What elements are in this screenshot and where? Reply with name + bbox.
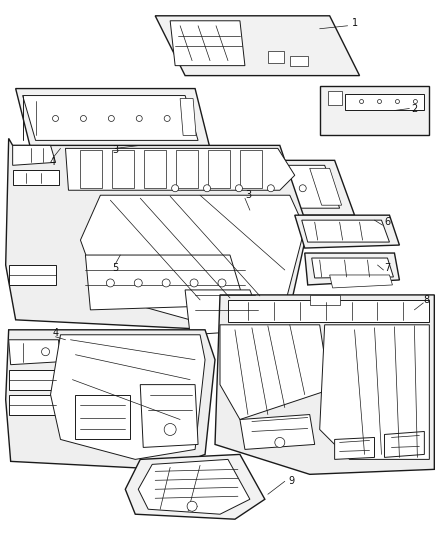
- Circle shape: [360, 100, 364, 103]
- Polygon shape: [320, 325, 429, 459]
- Polygon shape: [140, 385, 198, 447]
- Polygon shape: [81, 195, 305, 320]
- Polygon shape: [320, 86, 429, 135]
- Polygon shape: [23, 95, 198, 140]
- Circle shape: [164, 116, 170, 122]
- Polygon shape: [295, 215, 399, 248]
- Polygon shape: [330, 275, 392, 288]
- Text: 7: 7: [384, 263, 391, 273]
- Circle shape: [267, 185, 274, 192]
- Polygon shape: [305, 253, 399, 285]
- Circle shape: [106, 279, 114, 287]
- Polygon shape: [328, 91, 342, 104]
- Polygon shape: [208, 150, 230, 188]
- Polygon shape: [228, 300, 429, 322]
- Polygon shape: [335, 438, 374, 459]
- Polygon shape: [9, 265, 56, 285]
- Circle shape: [53, 116, 59, 122]
- Text: 8: 8: [423, 295, 429, 305]
- Polygon shape: [148, 165, 339, 208]
- Circle shape: [81, 116, 86, 122]
- Polygon shape: [9, 340, 60, 365]
- Polygon shape: [185, 290, 265, 335]
- Polygon shape: [138, 459, 250, 514]
- Polygon shape: [13, 146, 56, 165]
- Polygon shape: [9, 370, 56, 390]
- Circle shape: [187, 501, 197, 511]
- Text: 6: 6: [385, 217, 391, 227]
- Circle shape: [299, 185, 306, 192]
- Polygon shape: [170, 21, 245, 66]
- Polygon shape: [6, 139, 308, 330]
- Polygon shape: [312, 258, 393, 278]
- Polygon shape: [75, 394, 130, 439]
- Circle shape: [108, 116, 114, 122]
- Text: 3: 3: [112, 146, 118, 155]
- Circle shape: [162, 279, 170, 287]
- Text: 9: 9: [289, 477, 295, 486]
- Polygon shape: [385, 432, 424, 457]
- Polygon shape: [310, 168, 342, 205]
- Polygon shape: [125, 455, 265, 519]
- Polygon shape: [85, 255, 245, 310]
- Polygon shape: [176, 150, 198, 188]
- Polygon shape: [240, 415, 314, 449]
- Circle shape: [236, 185, 242, 192]
- Circle shape: [275, 438, 285, 447]
- Polygon shape: [140, 160, 355, 215]
- Polygon shape: [13, 171, 59, 185]
- Polygon shape: [180, 99, 196, 135]
- Polygon shape: [268, 51, 284, 63]
- Text: 2: 2: [411, 103, 417, 114]
- Circle shape: [378, 100, 381, 103]
- Polygon shape: [240, 150, 262, 188]
- Polygon shape: [144, 150, 166, 188]
- Circle shape: [136, 116, 142, 122]
- Polygon shape: [345, 94, 424, 110]
- Polygon shape: [155, 16, 360, 76]
- Polygon shape: [81, 150, 102, 188]
- Polygon shape: [310, 295, 339, 305]
- Circle shape: [396, 100, 399, 103]
- Circle shape: [164, 424, 176, 435]
- Circle shape: [134, 279, 142, 287]
- Text: 1: 1: [352, 18, 358, 28]
- Polygon shape: [66, 148, 295, 190]
- Circle shape: [190, 279, 198, 287]
- Text: 3: 3: [245, 190, 251, 200]
- Polygon shape: [6, 330, 215, 470]
- Text: 4: 4: [53, 328, 59, 338]
- Polygon shape: [50, 335, 205, 459]
- Polygon shape: [9, 394, 56, 415]
- Polygon shape: [215, 295, 434, 474]
- Text: 4: 4: [49, 157, 56, 167]
- Polygon shape: [302, 220, 389, 242]
- Circle shape: [204, 185, 211, 192]
- Text: 5: 5: [112, 263, 118, 273]
- Circle shape: [42, 348, 49, 356]
- Polygon shape: [112, 150, 134, 188]
- Circle shape: [218, 279, 226, 287]
- Polygon shape: [290, 55, 308, 66]
- Circle shape: [172, 185, 179, 192]
- Circle shape: [413, 100, 417, 103]
- Polygon shape: [16, 88, 210, 148]
- Polygon shape: [220, 325, 330, 419]
